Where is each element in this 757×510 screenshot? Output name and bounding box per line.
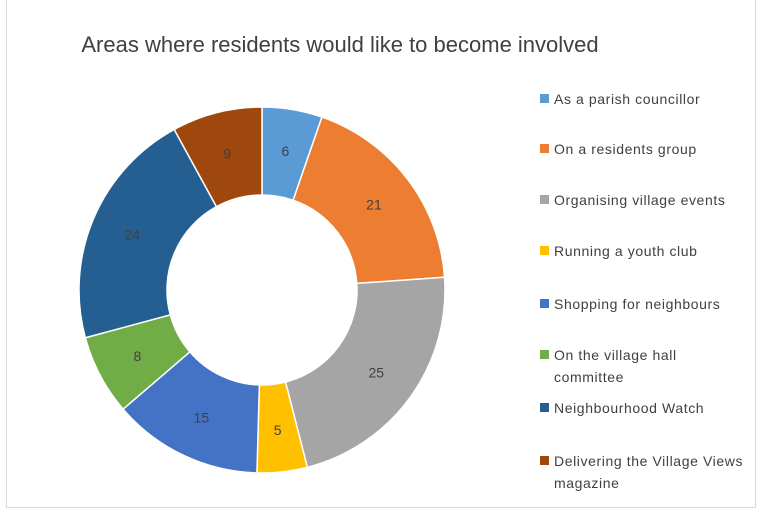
donut-slice-neighbourhood-watch [78, 128, 218, 339]
legend-label: Delivering the Village Views magazine [554, 453, 744, 491]
legend-swatch [540, 403, 549, 412]
legend-swatch [540, 144, 549, 153]
legend-label: Shopping for neighbours [554, 296, 721, 312]
legend-label: On the village hall committee [554, 347, 677, 385]
slice-value-label-residents-group: 21 [366, 196, 382, 212]
legend-swatch [540, 299, 549, 308]
slice-value-label-youth-club: 5 [274, 422, 282, 438]
donut-slice-residents-group [292, 116, 446, 285]
legend-label: As a parish councillor [554, 91, 701, 107]
donut-slice-magazine [173, 106, 263, 208]
chart-title: Areas where residents would like to beco… [81, 32, 599, 57]
slice-value-label-village-hall: 8 [133, 348, 141, 364]
legend-label: Neighbourhood Watch [554, 400, 705, 416]
legend-swatch [540, 350, 549, 359]
legend-item-parish-councillor: As a parish councillor [540, 88, 744, 110]
legend-label: Organising village events [554, 192, 726, 208]
legend-item-village-events: Organising village events [540, 189, 744, 211]
legend-swatch [540, 246, 549, 255]
legend-item-residents-group: On a residents group [540, 138, 744, 160]
slice-value-label-magazine: 9 [223, 145, 231, 161]
legend-swatch [540, 456, 549, 465]
legend-label: On a residents group [554, 141, 697, 157]
legend-swatch [540, 195, 549, 204]
legend-item-youth-club: Running a youth club [540, 240, 744, 262]
legend-item-neighbourhood-watch: Neighbourhood Watch [540, 397, 744, 419]
donut-slice-village-events [284, 276, 446, 469]
slice-value-label-village-events: 25 [369, 365, 385, 381]
slice-value-label-shopping: 15 [194, 409, 210, 425]
legend-item-village-hall: On the village hall committee [540, 344, 744, 388]
slice-value-label-neighbourhood-watch: 24 [125, 227, 141, 243]
legend-item-magazine: Delivering the Village Views magazine [540, 450, 744, 494]
legend-label: Running a youth club [554, 243, 698, 259]
legend-item-shopping: Shopping for neighbours [540, 293, 744, 315]
slice-value-label-parish-councillor: 6 [282, 143, 290, 159]
legend-swatch [540, 94, 549, 103]
